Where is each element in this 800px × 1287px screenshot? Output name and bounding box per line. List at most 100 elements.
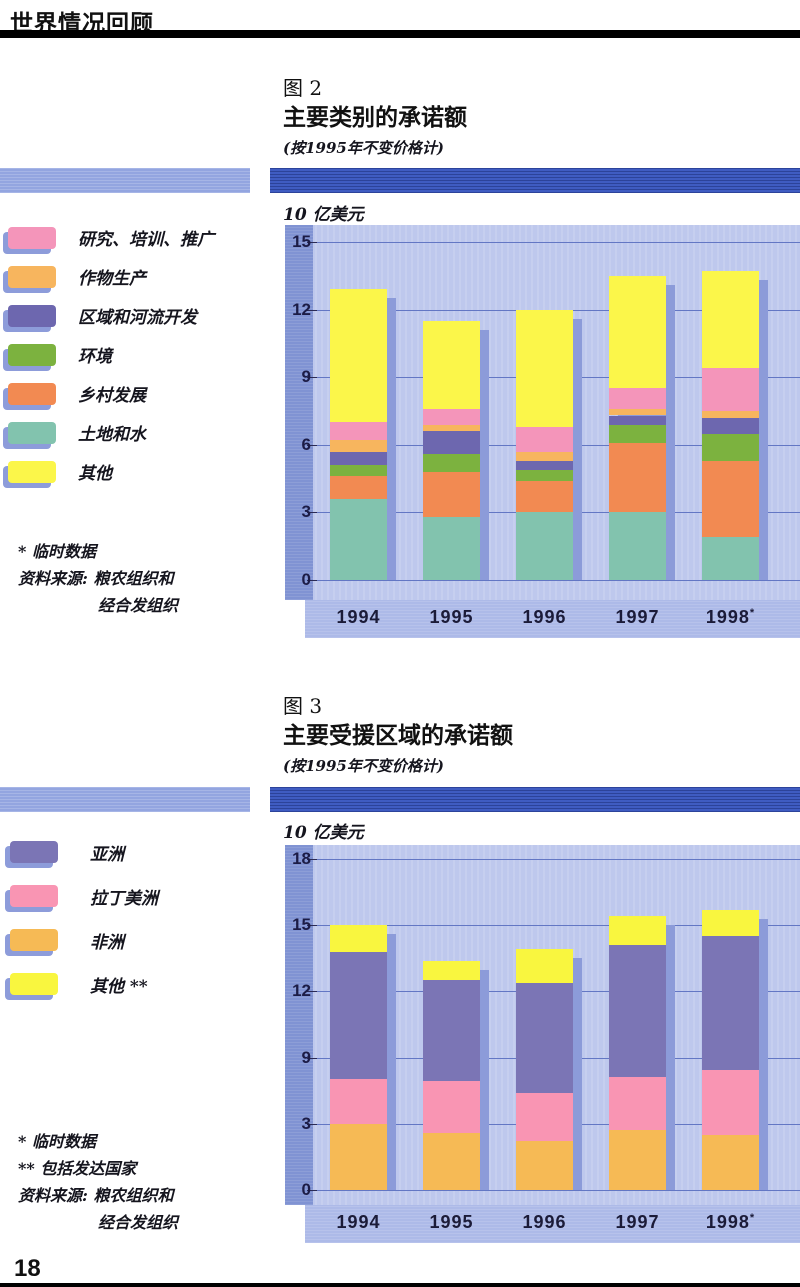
bar-segment (609, 945, 666, 1078)
bar-segment (516, 426, 573, 452)
bar-segment (423, 453, 480, 472)
bar-segment (423, 408, 480, 425)
bar-segment (423, 431, 480, 454)
x-tick-label: 1994 (336, 607, 381, 627)
bar-segment (609, 424, 666, 443)
bar-segment (423, 424, 480, 432)
x-tick-label: 1995 (429, 607, 474, 627)
bar-segment (330, 440, 387, 452)
figure2-label: 图 2 (283, 76, 323, 100)
legend-swatch-icon (8, 460, 56, 483)
figure3-title: 主要受援区域的承诺额 (283, 722, 513, 748)
figure3-accent-band-left (0, 787, 250, 812)
figure2-title: 主要类别的承诺额 (283, 104, 467, 130)
 (307, 377, 317, 379)
 (307, 1190, 317, 1191)
legend-item: 其他 (8, 452, 268, 491)
y-tick-label: 3 (301, 1113, 311, 1133)
bar-segment (330, 925, 387, 952)
bar-segment (330, 476, 387, 499)
bar-segment (609, 1077, 666, 1131)
bar-segment (423, 516, 480, 580)
legend-item: 区域和河流开发 (8, 296, 268, 335)
x-tick-label: 1997 (615, 607, 660, 627)
legend-label: 非洲 (90, 932, 124, 953)
bar-segment (330, 289, 387, 423)
 (307, 859, 317, 860)
legend-swatch-icon (8, 382, 56, 405)
bar-segment (516, 309, 573, 427)
bar-segment (609, 415, 666, 425)
legend-item: 环境 (8, 335, 268, 374)
bar-segment (702, 1134, 759, 1190)
legend-swatch-icon (8, 226, 56, 249)
x-tick-label: 1998* (705, 607, 756, 627)
legend-swatch-icon (10, 841, 58, 863)
figure3-accent-band-right (270, 787, 800, 812)
bar-segment (702, 417, 759, 434)
page-number: 18 (14, 1255, 41, 1282)
source-line: 经合发组织 (98, 1213, 179, 1232)
source-line: 资料来源: 粮农组织和 (18, 1186, 174, 1205)
 (307, 1057, 317, 1059)
x-tick-label: 1994 (336, 1212, 381, 1232)
bar-segment (609, 916, 666, 946)
bar-segment (423, 471, 480, 517)
 (313, 580, 800, 581)
legend-label: 拉丁美洲 (90, 888, 158, 909)
note-line: * 临时数据 (18, 542, 96, 561)
legend-label: 亚洲 (90, 844, 124, 865)
y-tick-label: 9 (301, 367, 311, 387)
bar-segment (702, 433, 759, 461)
legend-swatch-icon (10, 885, 58, 907)
bar-segment (516, 469, 573, 481)
figure3-unit-label: 10 亿美元 (283, 823, 364, 843)
figure2-yaxis-strip (285, 225, 313, 600)
figure2-accent-band-right (270, 168, 800, 193)
note-line: * 临时数据 (18, 1132, 96, 1151)
legend-swatch-icon (8, 343, 56, 366)
figure3-chart-panel: 0 3 9 12 15 18 (285, 845, 800, 1205)
bar-segment (609, 388, 666, 409)
figure3-subtitle: (按1995年不变价格计) (283, 757, 444, 775)
legend-item: 土地和水 (8, 413, 268, 452)
x-tick-label: 1995 (429, 1212, 474, 1232)
legend-label: 作物生产 (78, 269, 146, 289)
bar-segment (516, 460, 573, 470)
legend-item: 拉丁美洲 (10, 874, 270, 918)
bar-segment (702, 460, 759, 538)
legend-label: 其他 (78, 464, 112, 484)
 (307, 991, 317, 993)
legend-item: 其他 ** (10, 962, 270, 1006)
bar-segment (609, 408, 666, 416)
bar-segment (516, 451, 573, 461)
legend-swatch-icon (8, 304, 56, 327)
bar-segment (330, 1078, 387, 1124)
bar-segment (516, 982, 573, 1093)
figure2-accent-band-left (0, 168, 250, 193)
figure2-notes: * 临时数据 资料来源: 粮农组织和 经合发组织 (18, 538, 278, 619)
 (313, 1190, 800, 1191)
bar-segment (330, 1123, 387, 1190)
y-tick-label: 15 (292, 232, 311, 251)
 (307, 309, 317, 311)
legend-item: 作物生产 (8, 257, 268, 296)
figure2-subtitle: (按1995年不变价格计) (283, 139, 444, 157)
y-tick-label: 12 (292, 299, 311, 319)
bar-segment (330, 498, 387, 580)
legend-item: 研究、培训、推广 (8, 218, 268, 257)
source-line: 经合发组织 (98, 596, 179, 615)
legend-item: 非洲 (10, 918, 270, 962)
bar-segment (702, 368, 759, 411)
bar-segment (423, 320, 480, 409)
 (307, 580, 317, 581)
note-line: ** 包括发达国家 (18, 1159, 137, 1178)
y-tick-label: 3 (301, 502, 311, 522)
 (307, 925, 317, 927)
bar-segment (609, 1130, 666, 1190)
bar-segment (423, 960, 480, 981)
y-tick-label: 0 (301, 1180, 311, 1199)
bar-segment (516, 1141, 573, 1190)
 (313, 242, 800, 243)
